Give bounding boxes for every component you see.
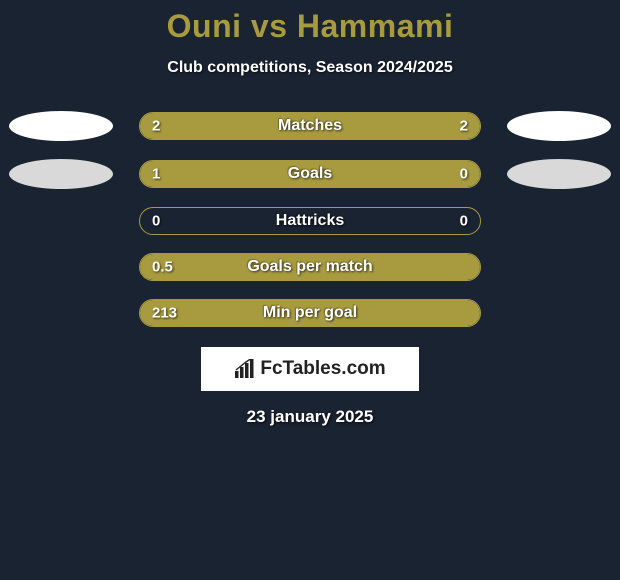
bar-fill-right — [405, 161, 480, 187]
stat-label: Matches — [278, 117, 342, 135]
stat-bar: 2 2 Matches — [139, 112, 481, 140]
stat-row: 2 2 Matches — [0, 111, 620, 141]
stat-bar: 0 0 Hattricks — [139, 207, 481, 235]
stat-row: 0.5 Goals per match — [0, 253, 620, 281]
stat-value-left: 213 — [152, 305, 177, 322]
stat-row: 1 0 Goals — [0, 159, 620, 189]
logo-text: FcTables.com — [260, 358, 385, 380]
stat-bar: 213 Min per goal — [139, 299, 481, 327]
stat-label: Goals per match — [247, 258, 372, 276]
stat-row: 0 0 Hattricks — [0, 207, 620, 235]
logo: FcTables.com — [234, 358, 385, 380]
bar-chart-icon — [234, 359, 256, 379]
stat-value-right: 0 — [460, 213, 468, 230]
player-right-oval — [507, 111, 611, 141]
stat-bar: 1 0 Goals — [139, 160, 481, 188]
page-title: Ouni vs Hammami — [0, 8, 620, 45]
stat-bar: 0.5 Goals per match — [139, 253, 481, 281]
stat-value-left: 0.5 — [152, 259, 173, 276]
stat-value-left: 1 — [152, 166, 160, 183]
stat-value-left: 2 — [152, 118, 160, 135]
date-label: 23 january 2025 — [0, 407, 620, 427]
stat-label: Goals — [288, 165, 332, 183]
stat-label: Min per goal — [263, 304, 357, 322]
comparison-infographic: Ouni vs Hammami Club competitions, Seaso… — [0, 0, 620, 427]
stat-value-left: 0 — [152, 213, 160, 230]
stat-rows: 2 2 Matches 1 0 Goals 0 0 Hattricks 0.5 Goals per … — [0, 111, 620, 327]
page-subtitle: Club competitions, Season 2024/2025 — [0, 59, 620, 77]
stat-value-right: 0 — [460, 166, 468, 183]
stat-value-right: 2 — [460, 118, 468, 135]
player-left-oval — [9, 159, 113, 189]
stat-row: 213 Min per goal — [0, 299, 620, 327]
stat-label: Hattricks — [276, 212, 344, 230]
logo-box: FcTables.com — [201, 347, 419, 391]
bar-fill-left — [140, 161, 405, 187]
player-right-oval — [507, 159, 611, 189]
player-left-oval — [9, 111, 113, 141]
